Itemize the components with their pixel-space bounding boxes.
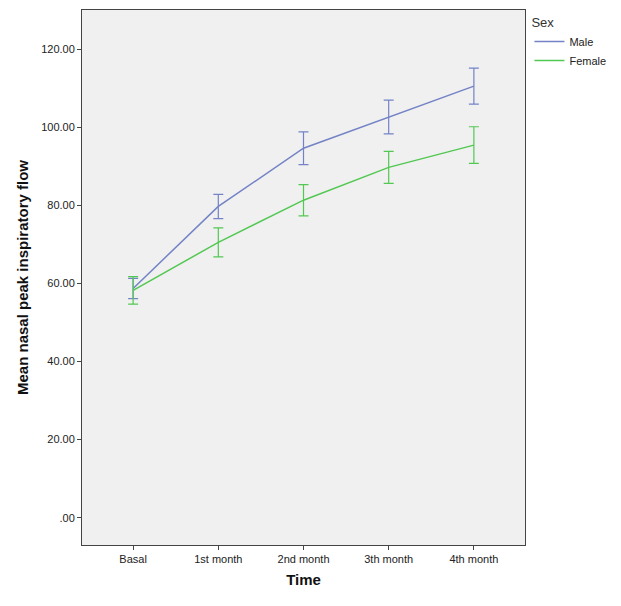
svg-text:.00: .00 [60, 512, 75, 524]
svg-text:2nd month: 2nd month [278, 553, 330, 565]
svg-text:60.00: 60.00 [47, 277, 75, 289]
svg-text:Mean nasal peak inspiratory fl: Mean nasal peak inspiratory flow [14, 160, 31, 395]
svg-text:20.00: 20.00 [47, 433, 75, 445]
svg-text:40.00: 40.00 [47, 355, 75, 367]
svg-text:100.00: 100.00 [41, 121, 75, 133]
svg-text:1st month: 1st month [194, 553, 242, 565]
svg-text:Female: Female [569, 55, 606, 67]
svg-text:3th month: 3th month [364, 553, 413, 565]
svg-text:Basal: Basal [119, 553, 147, 565]
svg-text:Sex: Sex [531, 15, 554, 30]
svg-text:Male: Male [569, 36, 593, 48]
svg-text:4th month: 4th month [449, 553, 498, 565]
svg-text:120.00: 120.00 [41, 43, 75, 55]
svg-text:Time: Time [286, 571, 321, 588]
svg-text:80.00: 80.00 [47, 199, 75, 211]
